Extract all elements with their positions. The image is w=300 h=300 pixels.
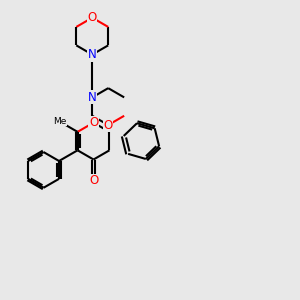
Text: O: O bbox=[103, 118, 113, 131]
Text: Me: Me bbox=[53, 117, 66, 126]
Text: N: N bbox=[88, 91, 97, 104]
Text: O: O bbox=[88, 11, 97, 24]
Text: O: O bbox=[89, 174, 98, 188]
Text: O: O bbox=[89, 116, 98, 129]
Text: N: N bbox=[88, 48, 97, 61]
